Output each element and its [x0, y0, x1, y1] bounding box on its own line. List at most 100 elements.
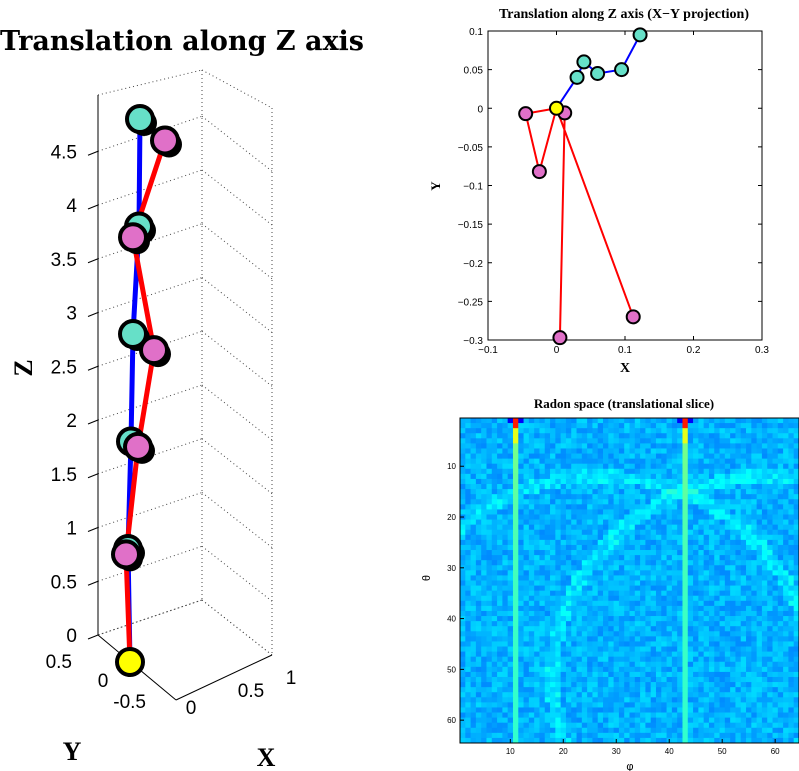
heatmap-cell — [486, 605, 493, 612]
heatmap-cell — [655, 473, 662, 480]
radon-ytick-label: 10 — [447, 462, 456, 471]
heatmap-cell — [746, 519, 752, 526]
heatmap-cell — [677, 641, 683, 647]
heatmap-cell — [661, 539, 667, 546]
heatmap-cell — [629, 661, 636, 668]
heatmap-cell — [740, 585, 747, 592]
heatmap-cell — [544, 595, 551, 602]
heatmap-cell — [682, 494, 689, 500]
heatmap-cell — [687, 509, 694, 515]
heatmap-cell — [772, 423, 779, 429]
heatmap-cell — [666, 712, 673, 719]
heatmap-cell — [502, 519, 509, 526]
heatmap-cell — [613, 529, 620, 536]
heatmap-cell — [724, 712, 731, 719]
heatmap-cell — [698, 737, 705, 744]
heatmap-cell — [767, 656, 773, 663]
heatmap-cell — [708, 727, 715, 734]
heatmap-cell — [539, 682, 546, 688]
heatmap-cell — [502, 727, 509, 734]
heatmap-cell — [597, 692, 604, 698]
heatmap-cell — [523, 489, 530, 495]
heatmap-cell — [714, 707, 720, 713]
heatmap-cell — [613, 676, 620, 683]
heatmap-cell — [777, 534, 784, 541]
heatmap-cell — [645, 641, 652, 647]
heatmap-cell — [481, 433, 487, 439]
heatmap-cell — [587, 697, 593, 703]
heatmap-cell — [761, 544, 768, 551]
heatmap-cell — [581, 458, 588, 465]
heatmap-cell — [592, 641, 599, 647]
heatmap-cell — [756, 585, 763, 592]
heatmap-cell — [565, 656, 572, 663]
heatmap-cell — [581, 707, 588, 713]
heatmap-cell — [502, 666, 509, 673]
heatmap-cell — [550, 621, 556, 627]
heatmap-cell — [491, 478, 498, 485]
heatmap-cell — [534, 560, 540, 566]
heatmap-cell — [645, 605, 652, 612]
heatmap-cell — [613, 595, 620, 602]
heatmap-cell — [724, 610, 731, 617]
heatmap-cell — [465, 423, 471, 429]
heatmap-cell — [693, 544, 699, 551]
heatmap-cell — [735, 524, 742, 531]
heatmap-cell — [507, 519, 514, 526]
heatmap-cell — [571, 605, 577, 612]
heatmap-cell — [777, 489, 784, 495]
radon-xtick-label: 50 — [718, 747, 727, 756]
heatmap-cell — [576, 575, 583, 581]
heatmap-cell — [512, 656, 519, 663]
heatmap-cell — [645, 529, 652, 536]
heatmap-cell — [703, 478, 710, 485]
heatmap-cell — [777, 671, 784, 678]
heatmap-cell — [592, 555, 599, 561]
heatmap-cell — [634, 463, 641, 470]
heatmap-cell — [772, 676, 779, 683]
heatmap-cell — [571, 600, 577, 607]
heatmap-cell — [714, 494, 720, 500]
heatmap-cell — [788, 712, 795, 719]
heatmap-cell — [502, 529, 509, 536]
heatmap-cell — [640, 692, 646, 698]
heatmap-cell — [682, 524, 689, 531]
heatmap-cell — [666, 478, 673, 485]
heatmap-cell — [523, 443, 530, 449]
heatmap-cell — [486, 626, 493, 632]
heatmap-cell — [608, 443, 615, 449]
heatmap-cell — [581, 605, 588, 612]
heatmap-cell — [730, 732, 736, 739]
heatmap-cell — [502, 438, 509, 444]
heatmap-cell — [751, 539, 758, 546]
heatmap-cell — [777, 707, 784, 713]
heatmap-cell — [497, 605, 503, 612]
heatmap-cell — [486, 737, 493, 744]
heatmap-cell — [571, 585, 577, 592]
heatmap-cell — [698, 707, 705, 713]
heatmap-cell — [565, 484, 572, 490]
heatmap-cell — [677, 666, 683, 673]
heatmap-cell — [719, 621, 726, 627]
heatmap-cell — [486, 448, 493, 454]
heatmap-cell — [634, 443, 641, 449]
heatmap-cell — [772, 717, 779, 724]
heatmap-cell — [661, 656, 667, 663]
heatmap-cell — [724, 423, 731, 429]
heatmap-cell — [528, 631, 535, 637]
heatmap-cell — [502, 651, 509, 658]
heatmap-cell — [486, 560, 493, 566]
heatmap-cell — [677, 661, 683, 668]
heatmap-cell — [460, 600, 466, 607]
heatmap-cell — [634, 682, 641, 688]
heatmap-cell — [730, 676, 736, 683]
heatmap-cell — [576, 616, 583, 622]
heatmap-cell — [587, 478, 593, 485]
heatmap-cell — [491, 697, 498, 703]
heatmap-cell — [703, 651, 710, 658]
heatmap-cell — [592, 514, 599, 520]
heatmap-cell — [470, 595, 477, 602]
heatmap-cell — [544, 423, 551, 429]
heatmap-cell — [597, 575, 604, 581]
heatmap-cell — [640, 605, 646, 612]
